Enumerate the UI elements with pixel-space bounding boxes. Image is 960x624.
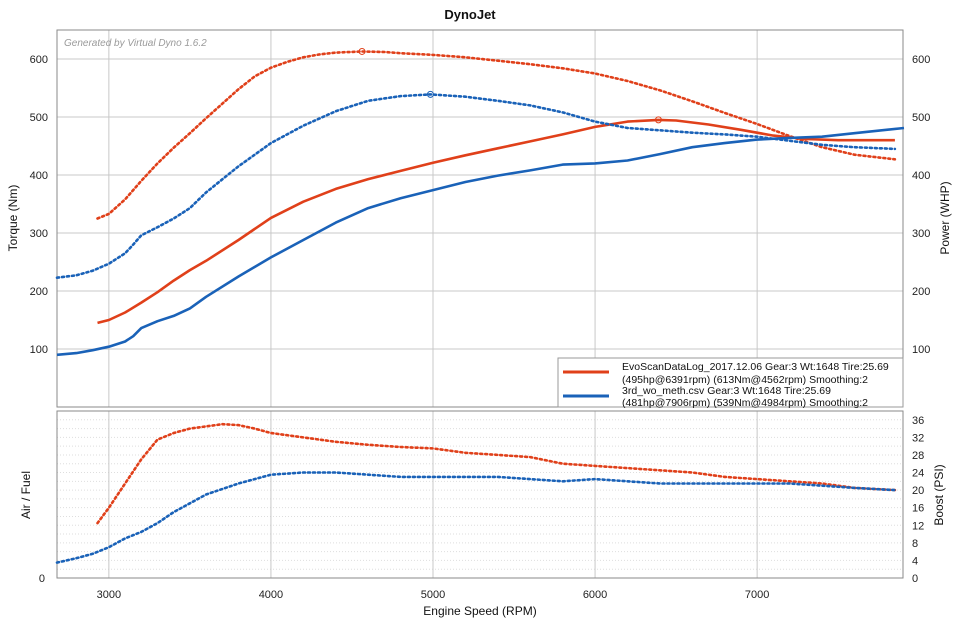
- boost-tick-label: 4: [912, 555, 918, 567]
- boost-tick-label: 36: [912, 415, 924, 427]
- legend-third-line2: (481hp@7906rpm) (539Nm@4984rpm) Smoothin…: [622, 397, 868, 409]
- airfuel-axis-ticks: 0: [39, 573, 45, 585]
- bottom-panel-frame: [56, 410, 904, 579]
- legend-box: [557, 357, 904, 408]
- boost-axis-ticks: 0 4 8 12 16 20 24 28 32 36: [912, 415, 924, 585]
- rpm-tick-label: 7000: [745, 589, 769, 601]
- top-panel-grid: [57, 30, 903, 407]
- chart-title: DynoJet: [444, 7, 496, 22]
- peak-marker: [654, 116, 662, 124]
- power-axis-label: Power (WHP): [938, 181, 952, 254]
- boost-boost-evo-series: [96, 422, 897, 525]
- peak-marker: [426, 90, 434, 98]
- torque-tick-label: 500: [30, 112, 48, 124]
- rpm-tick-label: 5000: [421, 589, 445, 601]
- torque-tick-label: 100: [30, 344, 48, 356]
- power-tick-label: 200: [912, 286, 930, 298]
- legend-evo-line2: (495hp@6391rpm) (613Nm@4562rpm) Smoothin…: [622, 374, 868, 386]
- bottom-panel-grid: [57, 410, 903, 578]
- rpm-tick-label: 4000: [259, 589, 283, 601]
- x-axis-label: Engine Speed (RPM): [423, 604, 536, 618]
- dyno-torque-evo-series: [96, 50, 897, 220]
- torque-tick-label: 400: [30, 170, 48, 182]
- boost-tick-label: 0: [912, 573, 918, 585]
- power-tick-label: 600: [912, 54, 930, 66]
- power-axis-ticks: 100 200 300 400 500 600: [912, 54, 930, 356]
- power-tick-label: 400: [912, 170, 930, 182]
- boost-tick-label: 16: [912, 503, 924, 515]
- dyno-power-evo-series: [97, 118, 895, 325]
- boost-tick-label: 8: [912, 538, 918, 550]
- series-layer: [55, 47, 905, 564]
- rpm-axis-ticks: 3000 4000 5000 6000 7000: [97, 589, 770, 601]
- dyno-torque-third-series: [55, 93, 897, 279]
- torque-tick-label: 600: [30, 54, 48, 66]
- airfuel-axis-label: Air / Fuel: [19, 471, 33, 519]
- torque-axis-label: Torque (Nm): [6, 185, 20, 252]
- power-tick-label: 300: [912, 228, 930, 240]
- torque-tick-label: 200: [30, 286, 48, 298]
- boost-tick-label: 24: [912, 468, 924, 480]
- legend: EvoScanDataLog_2017.12.06 Gear:3 Wt:1648…: [557, 357, 904, 409]
- legend-evo-line1: EvoScanDataLog_2017.12.06 Gear:3 Wt:1648…: [622, 361, 889, 373]
- torque-tick-label: 300: [30, 228, 48, 240]
- boost-tick-label: 28: [912, 450, 924, 462]
- boost-tick-label: 32: [912, 432, 924, 444]
- watermark: Generated by Virtual Dyno 1.6.2: [64, 38, 207, 49]
- boost-axis-label: Boost (PSI): [932, 464, 946, 525]
- top-panel-frame: [56, 29, 904, 408]
- power-tick-label: 500: [912, 112, 930, 124]
- boost-tick-label: 12: [912, 520, 924, 532]
- rpm-tick-label: 3000: [97, 589, 121, 601]
- legend-third-line1: 3rd_wo_meth.csv Gear:3 Wt:1648 Tire:25.6…: [622, 385, 831, 397]
- boost-tick-label: 20: [912, 485, 924, 497]
- boost-boost-third-series: [55, 471, 897, 564]
- power-tick-label: 100: [912, 344, 930, 356]
- airfuel-tick-label: 0: [39, 573, 45, 585]
- rpm-tick-label: 6000: [583, 589, 607, 601]
- dyno-power-third-series: [56, 126, 905, 357]
- peak-marker: [358, 47, 366, 55]
- torque-axis-ticks: 100 200 300 400 500 600: [30, 54, 48, 356]
